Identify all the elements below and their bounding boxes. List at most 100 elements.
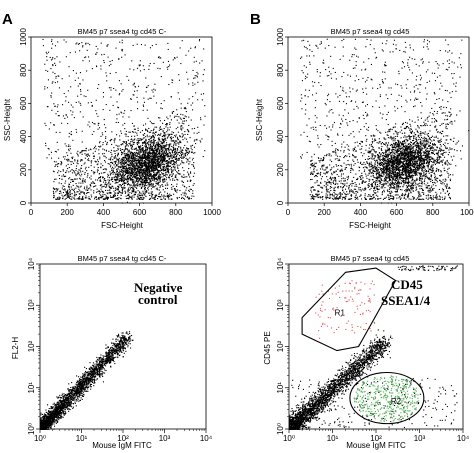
- data-point: [163, 155, 165, 157]
- data-point: [368, 162, 370, 164]
- data-point: [138, 171, 140, 173]
- data-point: [114, 153, 116, 155]
- data-point: [160, 144, 162, 146]
- data-point: [198, 131, 200, 133]
- data-point: [114, 198, 116, 200]
- data-point: [171, 172, 173, 174]
- data-point: [118, 107, 120, 109]
- data-point: [405, 189, 407, 191]
- data-point: [138, 65, 140, 67]
- data-point: [93, 123, 95, 125]
- data-point: [65, 180, 67, 182]
- data-point: [176, 164, 178, 166]
- data-point: [196, 139, 198, 141]
- data-point: [427, 48, 429, 50]
- data-point: [47, 147, 49, 149]
- data-point: [155, 156, 157, 158]
- data-point: [342, 190, 344, 192]
- data-point: [144, 177, 146, 179]
- data-point: [330, 178, 332, 180]
- data-point: [171, 151, 173, 153]
- data-point: [137, 157, 139, 159]
- data-point: [401, 177, 403, 179]
- data-point: [360, 152, 362, 154]
- data-point: [163, 142, 165, 144]
- data-point: [164, 198, 166, 200]
- data-point: [145, 167, 147, 169]
- data-point: [79, 196, 81, 198]
- data-point: [186, 129, 188, 131]
- data-point: [162, 179, 164, 181]
- data-point: [390, 137, 392, 139]
- data-point: [121, 187, 123, 189]
- data-point: [140, 180, 142, 182]
- data-point: [86, 70, 88, 72]
- data-point: [173, 151, 175, 153]
- data-point: [155, 182, 157, 184]
- data-point: [124, 165, 126, 167]
- data-point: [433, 147, 435, 149]
- data-point: [141, 159, 143, 161]
- data-point: [84, 186, 86, 188]
- data-point: [102, 165, 104, 167]
- data-point: [158, 147, 160, 149]
- data-point: [149, 157, 151, 159]
- data-point: [150, 181, 152, 183]
- data-point: [342, 197, 344, 199]
- data-point: [162, 149, 164, 151]
- data-point: [129, 173, 131, 175]
- data-point: [140, 159, 142, 161]
- data-point: [163, 100, 165, 102]
- data-point: [165, 154, 167, 156]
- data-point: [390, 164, 392, 166]
- data-point: [160, 176, 162, 178]
- data-point: [97, 161, 99, 163]
- data-point: [127, 167, 129, 169]
- data-point: [351, 167, 353, 169]
- data-point: [171, 173, 173, 175]
- data-point: [141, 172, 143, 174]
- data-point: [131, 147, 133, 149]
- data-point: [116, 171, 118, 173]
- data-point: [364, 195, 366, 197]
- data-point: [149, 164, 151, 166]
- data-point: [136, 159, 138, 161]
- data-point: [394, 176, 396, 178]
- y-tick-label: 200: [19, 163, 28, 177]
- data-point: [117, 155, 119, 157]
- data-point: [145, 86, 147, 88]
- data-point: [163, 178, 165, 180]
- data-point: [120, 192, 122, 194]
- data-point: [71, 161, 73, 163]
- data-point: [417, 116, 419, 118]
- data-point: [83, 192, 85, 194]
- data-point: [173, 193, 175, 195]
- data-point: [115, 180, 117, 182]
- data-point: [133, 179, 135, 181]
- data-point: [155, 173, 157, 175]
- data-point: [386, 146, 388, 148]
- data-point: [66, 193, 68, 195]
- data-point: [56, 197, 58, 199]
- data-point: [132, 143, 134, 145]
- data-point: [151, 163, 153, 165]
- data-point: [152, 179, 154, 181]
- data-point: [78, 43, 80, 45]
- data-point: [164, 147, 166, 149]
- data-point: [380, 197, 382, 199]
- data-point: [123, 163, 125, 165]
- data-point: [123, 141, 125, 143]
- data-point: [157, 142, 159, 144]
- data-point: [150, 152, 152, 154]
- data-point: [55, 164, 57, 166]
- data-point: [126, 168, 128, 170]
- data-point: [188, 152, 190, 154]
- data-point: [139, 194, 141, 196]
- data-point: [171, 157, 173, 159]
- data-point: [128, 197, 130, 199]
- data-point: [168, 165, 170, 167]
- data-point: [168, 148, 170, 150]
- data-point: [102, 148, 104, 150]
- data-point: [180, 163, 182, 165]
- data-point: [103, 179, 105, 181]
